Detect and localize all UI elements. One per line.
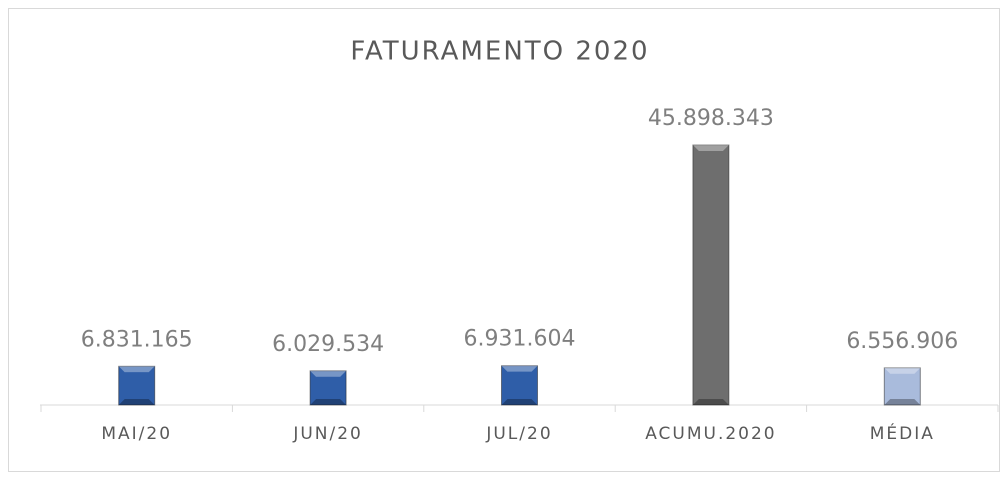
bar-bevel [884, 399, 921, 405]
bar-bevel [692, 145, 729, 151]
bar-bevel [118, 366, 155, 373]
bar-bevel [884, 367, 921, 374]
value-label: 6.831.165 [81, 327, 193, 352]
bar-face [890, 373, 915, 399]
value-label: 6.556.906 [846, 329, 958, 354]
x-tick-label: JUL/20 [485, 424, 552, 444]
bar-bevel [501, 365, 538, 372]
value-label: 45.898.343 [648, 106, 774, 131]
bar-bevel [310, 399, 347, 405]
bar-face [316, 376, 341, 399]
bar-face [507, 371, 532, 399]
chart-title: FATURAMENTO 2020 [350, 37, 649, 67]
bar-face [698, 151, 723, 399]
x-tick-label: MÉDIA [870, 422, 935, 444]
value-label: 6.931.604 [464, 327, 576, 352]
x-tick-label: ACUMU.2020 [645, 424, 776, 444]
bar-bevel [692, 399, 729, 405]
bar-bevel [118, 399, 155, 405]
bar-face [124, 372, 149, 399]
x-tick-label: MAI/20 [101, 424, 172, 444]
x-tick-label: JUN/20 [292, 424, 363, 444]
bar-bevel [501, 399, 538, 405]
bar-bevel [310, 370, 347, 377]
value-label: 6.029.534 [272, 332, 384, 357]
